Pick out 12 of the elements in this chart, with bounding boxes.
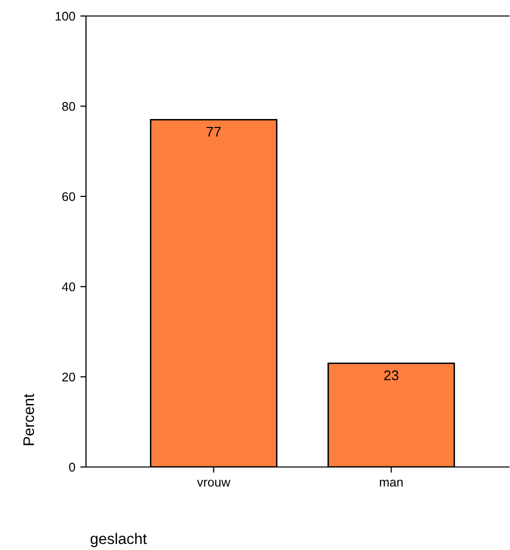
y-tick-label: 0 [69, 462, 76, 472]
y-tick-label: 40 [62, 282, 76, 292]
x-tick-label: vrouw [197, 480, 230, 487]
x-axis-title: geslacht [90, 532, 147, 548]
y-tick-label: 60 [62, 192, 76, 202]
y-tick-label: 80 [62, 102, 76, 111]
data-label: 77 [206, 127, 221, 137]
y-tick-label: 20 [62, 372, 76, 382]
y-axis-title: Percent [23, 394, 34, 446]
x-tick-label: man [380, 480, 403, 487]
y-tick-label: 100 [56, 12, 76, 21]
data-label: 23 [384, 370, 398, 380]
